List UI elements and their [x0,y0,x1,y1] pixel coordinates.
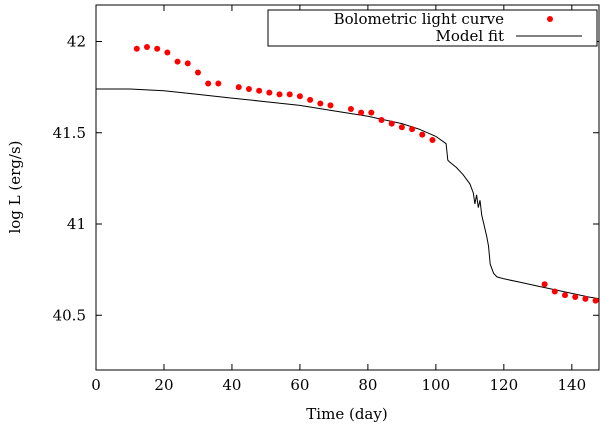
legend: Bolometric light curve Model fit [267,9,598,47]
bolometric-point [572,294,579,300]
bolometric-point [266,89,273,96]
bolometric-point [174,58,181,65]
bolometric-point [133,45,140,52]
bolometric-point [368,109,375,116]
ticks-layer: 0 20 40 60 80 100 120 140 40.5 41 41.5 42 [53,5,599,394]
bolometric-point [194,69,201,76]
x-tick-label: 0 [91,376,101,394]
bolometric-point [347,106,354,113]
bolometric-point [154,45,161,52]
series-layer [96,43,600,304]
x-tick-label: 60 [290,376,309,394]
legend-marker-bolometric [547,16,553,22]
bolometric-point [317,100,324,107]
bolometric-point [551,288,558,295]
bolometric-point [143,43,150,50]
bolometric-point [307,96,314,103]
bolometric-point [388,120,395,127]
legend-box [267,9,598,47]
x-tick-label: 120 [490,376,519,394]
legend-label-model-fit: Model fit [436,27,504,45]
bolometric-point [276,91,283,98]
bolometric-point [205,80,212,87]
bolometric-point [582,295,589,302]
bolometric-point [419,131,426,138]
x-axis-label: Time (day) [306,405,387,423]
bolometric-point [164,49,171,56]
bolometric-point [592,297,599,304]
bolometric-point [562,292,569,299]
bolometric-point [327,102,334,109]
bolometric-point [235,84,242,91]
bolometric-point [296,93,303,100]
bolometric-point [358,109,365,116]
bolometric-point [286,91,293,98]
bolometric-point [215,80,222,87]
bolometric-point [409,126,416,133]
y-tick-label: 42 [67,33,86,51]
bolometric-point [184,60,191,67]
y-axis-label: log L (erg/s) [6,140,24,233]
model-fit-line [96,88,600,300]
bolometric-point [378,116,385,123]
plot-frame [95,4,600,371]
x-tick-label: 100 [422,376,451,394]
x-tick-label: 20 [154,376,173,394]
x-tick-label: 140 [557,376,586,394]
y-tick-label: 41 [67,215,86,233]
bolometric-point [256,87,263,94]
bolometric-point [398,124,405,131]
y-tick-label: 41.5 [53,124,86,142]
bolometric-point [541,281,548,288]
y-tick-label: 40.5 [53,306,86,324]
bolometric-point [245,85,252,92]
x-tick-label: 40 [222,376,241,394]
bolometric-point [429,137,436,144]
x-tick-label: 80 [358,376,377,394]
legend-label-bolometric: Bolometric light curve [334,10,505,28]
